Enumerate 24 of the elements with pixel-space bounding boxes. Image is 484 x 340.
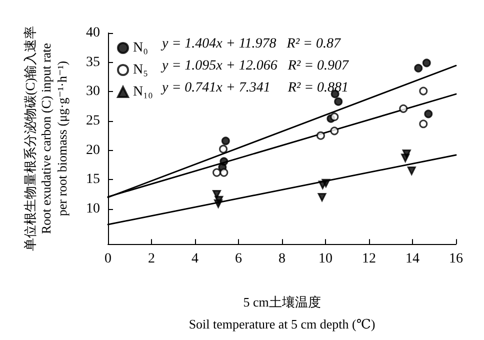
y-tick-label: 35 [86,54,100,70]
legend-label: N₁₀ [133,84,153,100]
y-tick-label: 25 [86,113,100,128]
y-tick-label: 40 [86,26,100,40]
annotation: y = 1.095x + 12.066 R² = 0.907 [160,58,350,74]
y-tick-label: 20 [86,142,100,158]
x-tick-label: 6 [235,252,242,267]
annotation: y = 1.404x + 11.978 R² = 0.87 [160,36,342,52]
x-tick-label: 4 [192,252,198,267]
x-tick-label: 14 [406,252,420,267]
x-tick-label: 16 [449,252,463,267]
legend-label: N₅ [133,62,148,78]
x-tick-label: 10 [318,252,332,267]
y-axis-title: 单位根生物量根系分泌物碳(C)输入速率 Root exudative carbon (C) input rate per root biomass (μg·g⁻¹·h⁻¹) [22,26,70,252]
x-tick-label: 0 [104,252,112,267]
x-tick-label: 12 [362,252,376,267]
y-tick-label: 30 [86,84,100,100]
x-tick-label: 8 [278,252,286,267]
legend-label: N₀ [133,40,148,56]
annotation: y = 0.741x + 7.341 R² = 0.881 [160,80,349,96]
y-tick-label: 15 [86,172,100,188]
y-tick-label: 10 [86,201,100,216]
x-axis-title: 5 cm土壤温度 Soil temperature at 5 cm depth (℃) [188,294,376,332]
x-tick-label: 2 [148,252,155,267]
